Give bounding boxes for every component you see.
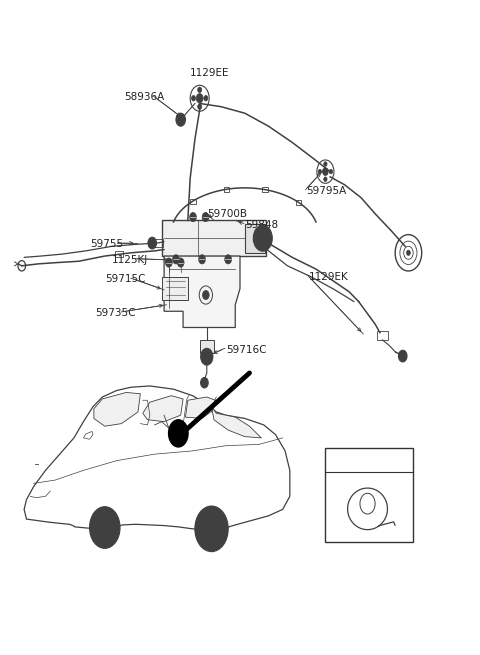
Circle shape xyxy=(198,87,202,92)
Circle shape xyxy=(148,237,156,249)
Bar xyxy=(162,220,266,256)
Circle shape xyxy=(206,521,217,536)
Circle shape xyxy=(323,168,328,176)
Circle shape xyxy=(166,258,172,267)
Circle shape xyxy=(199,255,205,264)
Circle shape xyxy=(96,515,114,540)
Polygon shape xyxy=(164,256,240,328)
Text: 1125KJ: 1125KJ xyxy=(112,255,148,265)
Circle shape xyxy=(201,515,222,543)
Text: 59848: 59848 xyxy=(245,220,278,230)
Text: 1129EE: 1129EE xyxy=(190,68,230,78)
Bar xyxy=(200,341,214,354)
Circle shape xyxy=(202,213,209,221)
Circle shape xyxy=(203,290,209,299)
Circle shape xyxy=(198,104,202,109)
Text: 1799JD: 1799JD xyxy=(344,473,382,483)
Text: 59700B: 59700B xyxy=(207,209,247,219)
Polygon shape xyxy=(212,407,261,438)
Circle shape xyxy=(190,213,196,221)
Circle shape xyxy=(204,96,208,101)
Text: 59795A: 59795A xyxy=(306,186,347,196)
Text: 59715C: 59715C xyxy=(105,274,145,284)
Text: 58936A: 58936A xyxy=(124,92,164,102)
Circle shape xyxy=(195,506,228,552)
Circle shape xyxy=(393,523,399,531)
Circle shape xyxy=(176,113,185,126)
Polygon shape xyxy=(185,397,216,419)
Circle shape xyxy=(225,255,231,264)
Circle shape xyxy=(201,348,213,365)
Polygon shape xyxy=(143,396,183,422)
Bar xyxy=(263,187,268,193)
Circle shape xyxy=(324,162,327,166)
Circle shape xyxy=(100,521,109,534)
Polygon shape xyxy=(94,392,140,426)
Bar xyxy=(190,198,196,204)
Text: 1129EK: 1129EK xyxy=(309,272,348,282)
Bar xyxy=(245,223,264,253)
Circle shape xyxy=(196,94,203,103)
Bar xyxy=(296,200,301,205)
Text: 59735C: 59735C xyxy=(96,309,136,318)
Bar xyxy=(115,251,123,257)
Circle shape xyxy=(173,255,179,264)
Circle shape xyxy=(168,419,189,447)
Circle shape xyxy=(204,353,210,361)
Text: 1799JD: 1799JD xyxy=(340,456,378,466)
Bar xyxy=(154,239,163,247)
Circle shape xyxy=(178,258,184,267)
Bar xyxy=(162,278,188,300)
Circle shape xyxy=(318,170,322,174)
Circle shape xyxy=(258,232,267,245)
Bar xyxy=(377,331,387,340)
Circle shape xyxy=(407,250,410,255)
Circle shape xyxy=(90,507,120,548)
Circle shape xyxy=(398,350,407,362)
Circle shape xyxy=(253,225,272,251)
Bar xyxy=(224,187,229,192)
Text: 59755: 59755 xyxy=(91,239,124,250)
Polygon shape xyxy=(24,386,290,530)
Text: 59716C: 59716C xyxy=(226,345,266,354)
Circle shape xyxy=(324,177,327,181)
Circle shape xyxy=(201,377,208,388)
Polygon shape xyxy=(84,432,93,440)
Bar xyxy=(325,447,413,542)
Circle shape xyxy=(329,170,333,174)
Circle shape xyxy=(192,96,195,101)
